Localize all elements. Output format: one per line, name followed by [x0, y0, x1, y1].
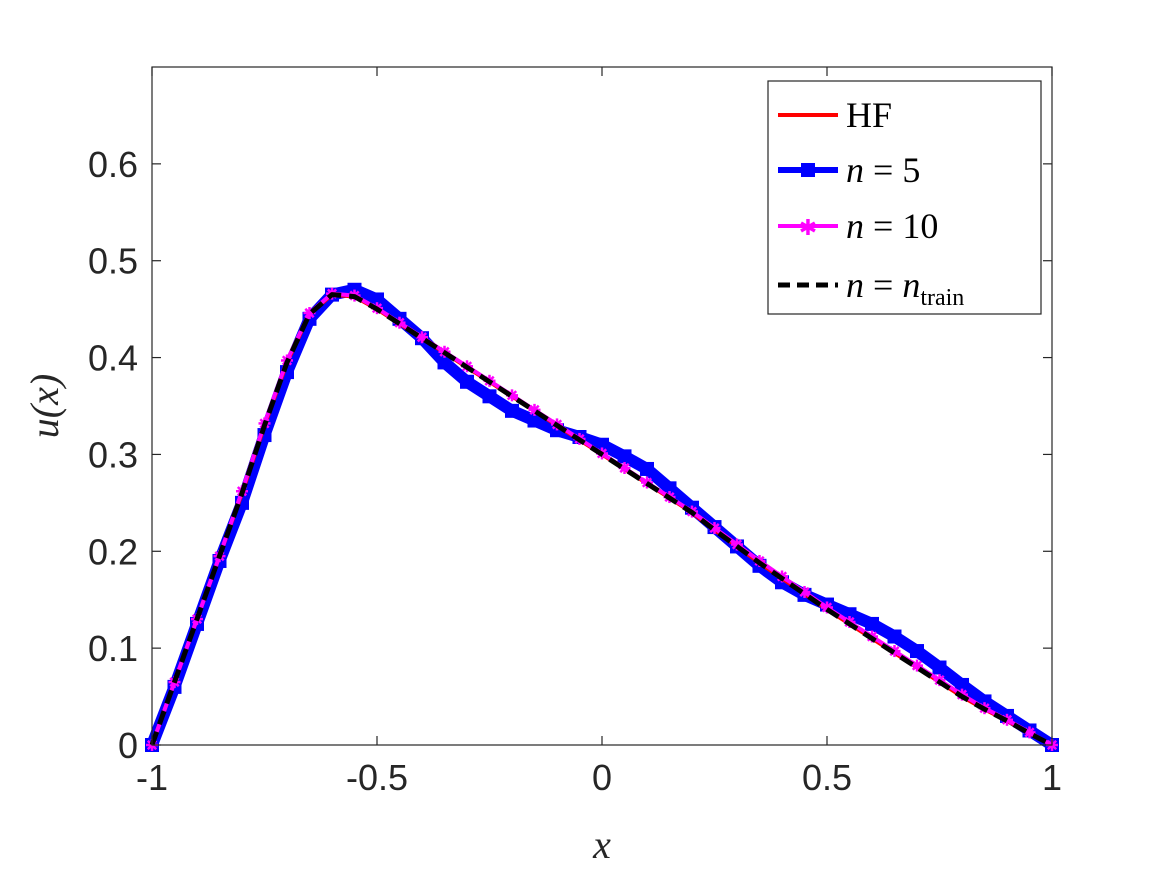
series-n-5-point [482, 389, 497, 404]
y-tick-label: 0.6 [88, 144, 138, 185]
legend: HF n = 5 ✱ n = 10 n = ntrain [767, 80, 1042, 315]
legend-marker-n10: ✱ [799, 216, 817, 241]
series-n-5-point [527, 413, 542, 428]
y-tick-label: 0.1 [88, 628, 138, 669]
y-tick-label: 0.3 [88, 434, 138, 475]
series-n-5-point [437, 355, 452, 370]
x-tick-label: 1 [1042, 757, 1062, 798]
series-n-5-point [865, 616, 879, 631]
series-n-5-point [887, 629, 902, 644]
x-axis-title: x [592, 822, 611, 867]
legend-marker-n5 [801, 163, 815, 177]
legend-box [767, 80, 1042, 315]
legend-label-hf: HF [846, 95, 892, 135]
x-tick-label: 0 [592, 757, 612, 798]
plot-layer [145, 282, 1059, 752]
ticks: -1 -0.5 0 0.5 1 0 0.1 0.2 0.3 0.4 0.5 0.6 [88, 67, 1062, 798]
y-tick-label: 0.4 [88, 338, 138, 379]
series-n-5-point [955, 677, 969, 692]
legend-label-ntrain: n = ntrain [846, 265, 964, 311]
legend-label-n10: n = 10 [846, 206, 938, 246]
series-n-5-point [460, 374, 474, 389]
series-n-5-point [932, 660, 947, 675]
y-tick-label: 0.5 [88, 241, 138, 282]
x-tick-label: -0.5 [346, 757, 408, 798]
series-n-5-point [910, 644, 924, 659]
y-tick-label: 0.2 [88, 531, 138, 572]
y-axis-title: u(x) [22, 374, 67, 438]
legend-label-n5: n = 5 [846, 150, 920, 190]
series-n-5-point [370, 292, 384, 307]
series-n-5-point [505, 403, 519, 418]
series-n-5-point [595, 437, 609, 452]
x-tick-label: -1 [136, 757, 168, 798]
x-tick-label: 0.5 [802, 757, 852, 798]
y-tick-label: 0 [118, 725, 138, 766]
series-n-5-point [662, 481, 677, 496]
series-n-n-train-line [149, 292, 1054, 748]
series-n-5-point [617, 449, 632, 464]
series-n-5-point [640, 461, 654, 476]
series-n-10-point [528, 403, 541, 416]
